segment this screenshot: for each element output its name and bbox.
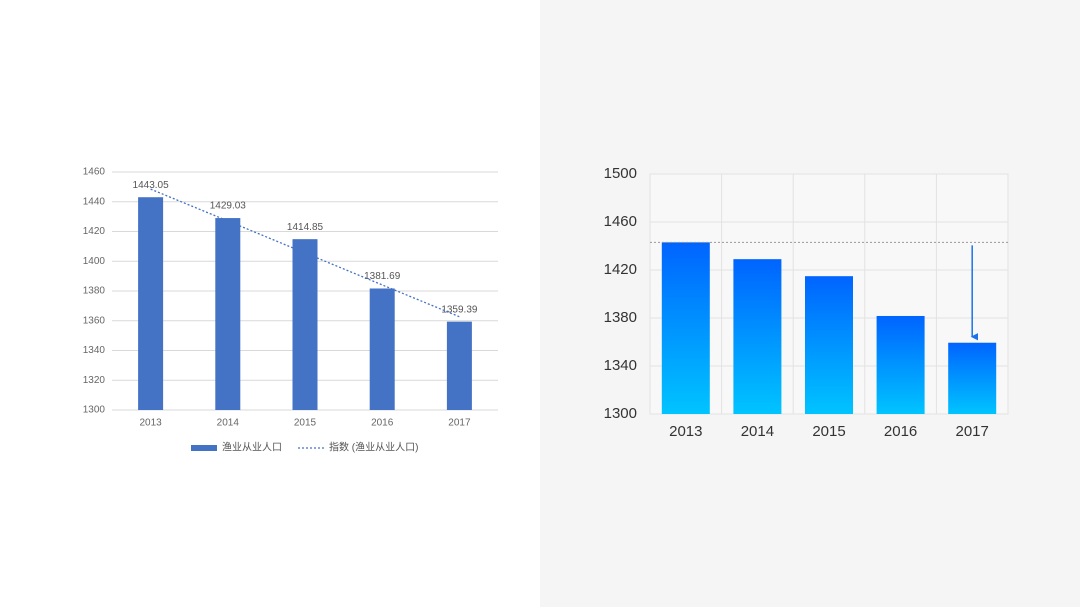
bar [292, 239, 318, 410]
bar [733, 259, 782, 414]
bar [369, 288, 395, 410]
data-label: 1414.85 [287, 222, 324, 233]
x-tick-label: 2015 [812, 423, 845, 440]
left-panel [0, 0, 540, 607]
bar [948, 342, 997, 414]
y-tick-label: 1460 [604, 213, 637, 230]
y-tick-label: 1340 [604, 357, 637, 374]
data-label: 1381.69 [364, 271, 401, 282]
y-tick-label: 1500 [604, 165, 637, 182]
x-tick-label: 2014 [217, 418, 240, 429]
data-label: 1429.03 [210, 201, 247, 212]
y-tick-label: 1420 [604, 261, 637, 278]
bar [215, 218, 241, 410]
x-tick-label: 2015 [294, 418, 317, 429]
y-tick-label: 1380 [604, 309, 637, 326]
x-tick-label: 2014 [741, 423, 774, 440]
x-tick-label: 2013 [669, 423, 702, 440]
y-tick-label: 1420 [83, 226, 106, 237]
y-tick-label: 1300 [83, 405, 106, 416]
x-tick-label: 2016 [884, 423, 917, 440]
x-tick-label: 2017 [448, 418, 471, 429]
bar [876, 315, 925, 414]
x-tick-label: 2017 [956, 423, 989, 440]
y-tick-label: 1460 [83, 167, 106, 178]
legend-label: 渔业从业人口 [222, 442, 282, 454]
data-label: 1443.05 [133, 180, 170, 191]
x-tick-label: 2013 [139, 418, 162, 429]
y-tick-label: 1340 [83, 345, 106, 356]
y-tick-label: 1300 [604, 405, 637, 422]
y-tick-label: 1380 [83, 286, 106, 297]
y-tick-label: 1320 [83, 375, 106, 386]
x-tick-label: 2016 [371, 418, 394, 429]
y-tick-label: 1360 [83, 315, 106, 326]
data-label: 1359.39 [441, 304, 478, 315]
legend-label: 指数 (渔业从业人口) [329, 441, 418, 454]
bar [805, 276, 853, 414]
y-tick-label: 1400 [83, 256, 106, 267]
bar [138, 197, 164, 410]
bar [661, 242, 710, 414]
bar [446, 321, 472, 410]
y-tick-label: 1440 [83, 196, 106, 207]
legend-swatch [191, 445, 217, 451]
